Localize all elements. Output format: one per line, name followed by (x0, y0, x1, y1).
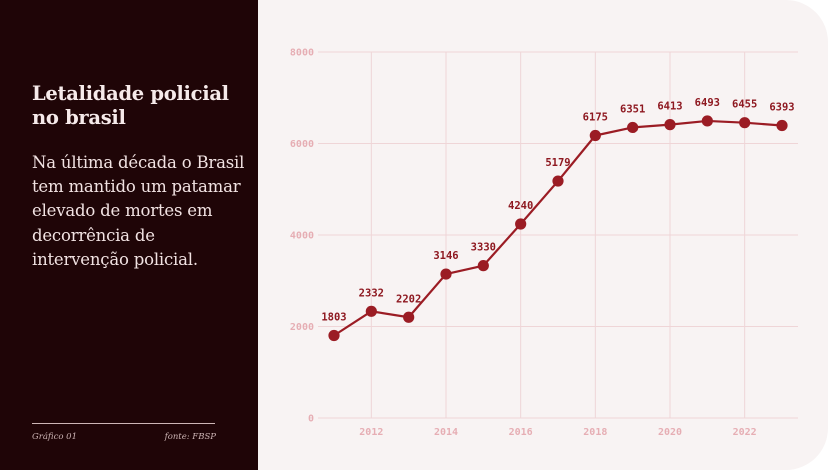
data-point (589, 129, 601, 142)
x-tick-label: 2012 (359, 427, 383, 438)
x-tick-label: 2018 (583, 427, 607, 438)
x-tick-label: 2020 (658, 427, 682, 438)
data-label: 6413 (657, 101, 682, 113)
data-point (739, 117, 751, 129)
footer-divider (32, 423, 215, 424)
data-label: 4240 (508, 200, 533, 212)
chart-number: Gráfico 01 (32, 432, 77, 442)
data-label: 6455 (732, 99, 757, 111)
source-note: fonte: FBSP (164, 432, 216, 442)
x-tick-label: 2022 (733, 427, 757, 438)
data-label: 6393 (769, 102, 794, 114)
data-point (776, 119, 788, 132)
data-label: 3330 (471, 242, 496, 254)
data-label: 1803 (321, 312, 346, 324)
series-lethality (328, 115, 788, 342)
data-label: 2202 (396, 293, 421, 305)
data-label: 5179 (545, 157, 570, 169)
data-label: 3146 (433, 250, 458, 262)
panel-title: Letalidade policial no brasil (32, 82, 229, 129)
data-point (440, 268, 452, 280)
y-tick-label: 2000 (290, 322, 314, 333)
data-point (627, 121, 639, 134)
data-label: 6493 (695, 97, 720, 109)
data-point (701, 115, 713, 127)
panel-description: Na última década o Brasil tem mantido um… (32, 153, 245, 269)
data-point (365, 305, 377, 317)
data-point (477, 260, 489, 272)
x-tick-label: 2014 (434, 427, 458, 438)
y-tick-label: 6000 (290, 139, 314, 150)
gridlines (318, 51, 798, 419)
data-label: 2332 (359, 287, 384, 299)
data-label: 6351 (620, 103, 645, 115)
y-axis-ticks: 0 2000 4000 6000 8000 (290, 48, 314, 425)
y-tick-label: 8000 (290, 48, 314, 59)
y-tick-label: 0 (308, 414, 314, 425)
x-tick-label: 2016 (509, 427, 533, 438)
x-axis-ticks: 2012 2014 2016 2018 2020 2022 (359, 427, 756, 438)
data-point (552, 175, 564, 187)
data-labels: 1803 2332 2202 3146 3330 4240 5179 6175 6351 6413… (321, 97, 794, 324)
data-point (328, 329, 340, 342)
data-label: 6175 (583, 111, 608, 123)
y-tick-label: 4000 (290, 231, 314, 242)
data-point (515, 218, 527, 230)
info-panel: Letalidade policial no brasil Na última … (0, 0, 258, 470)
data-point (403, 311, 415, 323)
data-point (664, 119, 676, 131)
